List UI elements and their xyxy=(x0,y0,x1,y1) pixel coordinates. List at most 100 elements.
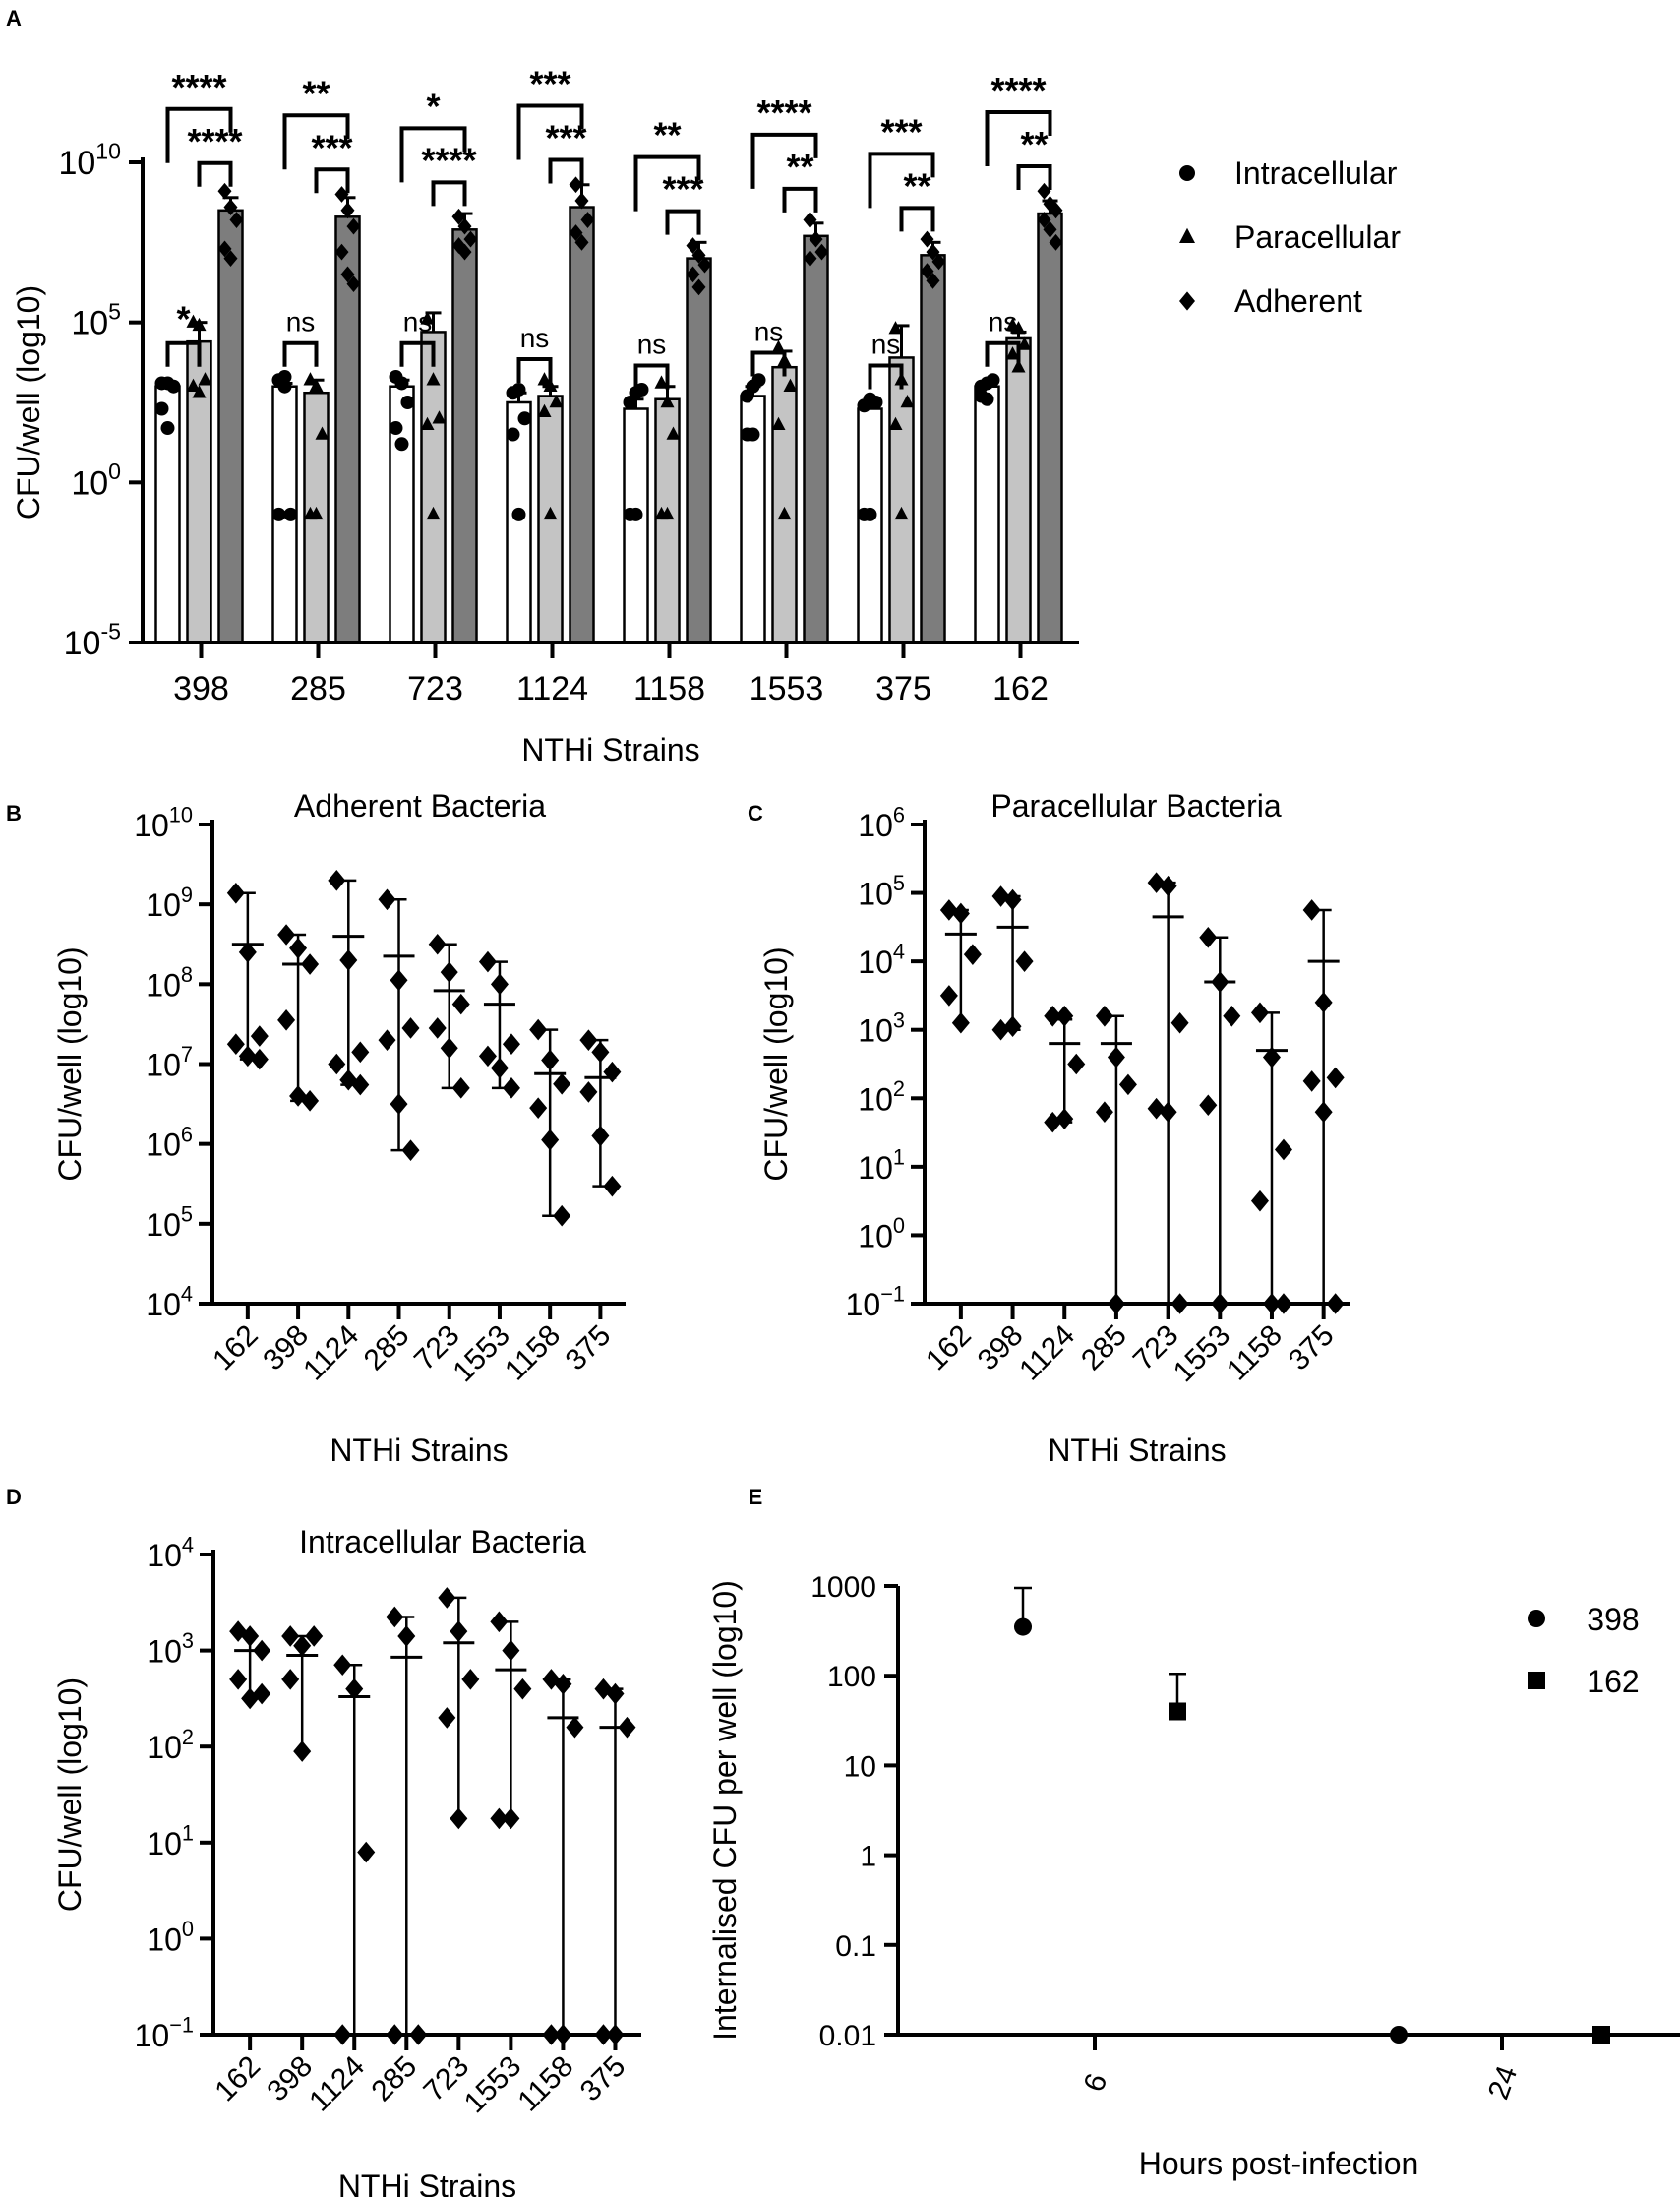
significance-label: ns xyxy=(871,330,901,360)
data-point xyxy=(594,2024,613,2045)
x-tick-label: 398 xyxy=(173,670,229,707)
data-point xyxy=(543,506,558,520)
significance-label: **** xyxy=(421,140,476,180)
significance-bracket xyxy=(314,167,350,194)
legend-marker xyxy=(1528,1672,1545,1689)
data-point xyxy=(490,1807,509,1830)
data-point xyxy=(223,250,238,267)
tick-base: 10 xyxy=(147,1538,182,1573)
data-point xyxy=(250,1025,269,1047)
tick-exponent: 2 xyxy=(893,1076,905,1101)
data-point xyxy=(1011,321,1026,335)
data-point xyxy=(277,369,292,384)
significance-label: **** xyxy=(187,121,242,161)
significance-bracket xyxy=(431,180,467,207)
data-point xyxy=(869,396,883,409)
data-point xyxy=(305,1625,324,1647)
y-tick-label: 10 xyxy=(844,1750,876,1783)
data-point xyxy=(1067,1053,1086,1075)
data-point xyxy=(253,1682,271,1705)
data-point xyxy=(1003,888,1022,911)
tick-exponent: 10 xyxy=(169,803,193,827)
data-point xyxy=(537,403,552,418)
data-point xyxy=(1302,1070,1321,1092)
x-tick-label: 375 xyxy=(875,670,931,707)
tick-base: 10 xyxy=(64,625,101,662)
data-point xyxy=(277,1009,296,1031)
data-point xyxy=(438,1707,456,1729)
data-point xyxy=(553,1204,571,1227)
significance-bracket xyxy=(665,209,701,235)
bar xyxy=(217,209,244,644)
data-point xyxy=(154,401,169,416)
data-point xyxy=(1274,1293,1292,1314)
significance-bracket xyxy=(868,363,904,390)
significance-bracket xyxy=(165,340,202,367)
data-point xyxy=(1014,1617,1032,1636)
data-point xyxy=(426,372,441,386)
data-point xyxy=(591,1125,610,1147)
data-point xyxy=(686,266,700,283)
data-point xyxy=(939,899,958,921)
tick-exponent: 1 xyxy=(893,1144,905,1169)
data-point xyxy=(1390,2026,1408,2044)
data-point xyxy=(1147,1097,1166,1120)
data-point xyxy=(1250,1190,1269,1212)
bar xyxy=(803,234,829,644)
x-tick-label: 24 xyxy=(1482,2061,1524,2104)
y-axis-title: CFU/well (log10) xyxy=(11,285,46,519)
data-point xyxy=(333,2024,352,2045)
data-point xyxy=(1037,212,1051,228)
panel-label: D xyxy=(6,1485,22,1509)
data-point xyxy=(461,1669,480,1690)
data-point xyxy=(506,427,520,442)
data-point xyxy=(1044,1006,1062,1027)
data-point xyxy=(1592,2026,1610,2044)
data-point xyxy=(401,1017,420,1039)
y-tick-label: 102 xyxy=(147,1725,194,1765)
data-point xyxy=(1302,899,1321,921)
data-point xyxy=(334,186,349,203)
tick-exponent: 5 xyxy=(893,871,905,895)
data-point xyxy=(346,217,361,235)
data-point xyxy=(378,1029,396,1051)
data-point xyxy=(920,230,934,248)
x-tick-label: 285 xyxy=(358,1319,416,1377)
data-point xyxy=(490,1057,509,1079)
data-point xyxy=(339,949,358,971)
significance-label: ns xyxy=(989,307,1018,337)
data-point xyxy=(457,217,472,235)
data-point xyxy=(579,1029,598,1051)
data-point xyxy=(457,243,472,261)
legend-label: Paracellular xyxy=(1234,219,1401,255)
data-point xyxy=(333,1654,352,1677)
significance-bracket xyxy=(868,152,935,209)
tick-base: 10 xyxy=(147,1922,182,1957)
significance-label: ns xyxy=(520,323,550,353)
significance-label: * xyxy=(176,299,190,339)
data-point xyxy=(229,1669,248,1690)
tick-base: 10 xyxy=(858,808,893,843)
data-point xyxy=(660,506,675,520)
data-point xyxy=(606,2024,625,2045)
data-point xyxy=(1118,1073,1137,1096)
tick-base: 10 xyxy=(146,967,181,1003)
data-point xyxy=(529,1097,548,1119)
data-point xyxy=(1003,1015,1022,1038)
y-tick-label: 0.01 xyxy=(819,2020,876,2052)
x-tick-label: 1553 xyxy=(1168,1319,1237,1389)
data-point xyxy=(192,385,207,398)
data-point xyxy=(618,1716,636,1739)
data-point xyxy=(166,379,181,394)
y-tick-label: 104 xyxy=(146,1282,193,1322)
data-point xyxy=(1095,1101,1113,1123)
significance-label: ns xyxy=(403,307,433,337)
data-point xyxy=(1049,202,1063,219)
chart-title: Adherent Bacteria xyxy=(294,788,546,824)
tick-base: 10 xyxy=(846,1287,881,1322)
y-tick-label: 101 xyxy=(147,1820,194,1861)
y-tick-label: 10-5 xyxy=(64,619,121,662)
data-point xyxy=(1262,1046,1281,1068)
x-tick-label: 162 xyxy=(209,2050,267,2108)
